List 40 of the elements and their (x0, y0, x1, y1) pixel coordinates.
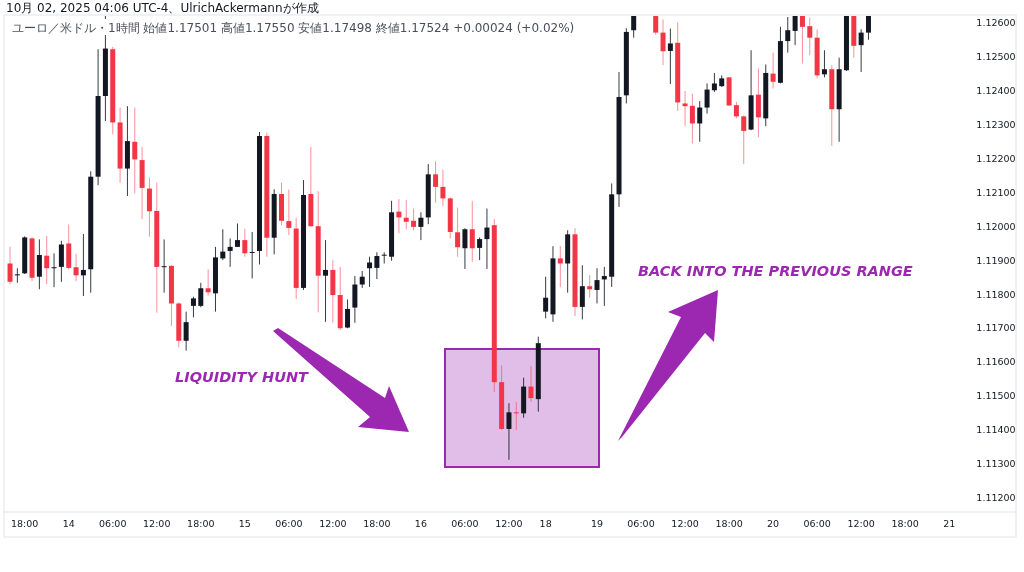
x-tick-label: 12:00 (495, 518, 523, 529)
x-tick-label: 20 (767, 518, 780, 529)
y-tick-label: 1.12600 (976, 17, 1016, 29)
x-tick-label: 06:00 (275, 518, 303, 529)
x-tick-label: 18 (539, 518, 552, 529)
y-tick-label: 1.11600 (976, 356, 1016, 368)
x-tick-label: 15 (238, 518, 251, 529)
y-tick-label: 1.12500 (976, 51, 1016, 63)
y-tick-label: 1.11200 (976, 491, 1016, 503)
y-tick-label: 1.11500 (976, 390, 1016, 402)
x-tick-label: 12:00 (143, 518, 171, 529)
y-tick-label: 1.11400 (976, 424, 1016, 436)
x-tick-label: 19 (590, 518, 604, 529)
x-tick-label: 06:00 (627, 518, 655, 529)
y-tick-label: 1.11900 (976, 254, 1016, 266)
x-tick-label: 06:00 (99, 518, 127, 529)
x-tick-label: 06:00 (803, 518, 831, 529)
annotation: BACK INTO THE PREVIOUS RANGE (638, 263, 913, 279)
x-tick-label: 18:00 (363, 518, 391, 529)
y-tick-label: 1.12200 (976, 152, 1016, 164)
x-tick-label: 18:00 (187, 518, 215, 529)
y-tick-label: 1.12000 (976, 220, 1016, 232)
x-tick-label: 12:00 (847, 518, 875, 529)
x-tick-label: 18:00 (891, 518, 919, 529)
x-tick-label: 21 (943, 518, 956, 529)
x-tick-label: 18:00 (715, 518, 743, 529)
annotation: LIQUIDITY HUNT (175, 369, 310, 385)
y-tick-label: 1.12100 (976, 186, 1016, 198)
y-tick-label: 1.11300 (976, 458, 1016, 470)
y-tick-label: 1.12300 (976, 118, 1016, 130)
x-tick-label: 18:00 (11, 518, 39, 529)
y-tick-label: 1.12400 (976, 85, 1016, 97)
x-tick-label: 12:00 (671, 518, 699, 529)
chart-title: 10月 02, 2025 04:06 UTC-4、UlrichAckermannが作成 (6, 1, 319, 15)
x-tick-label: 12:00 (319, 518, 347, 529)
x-tick-label: 16 (414, 518, 427, 529)
x-tick-label: 06:00 (451, 518, 479, 529)
x-tick-label: 14 (62, 518, 75, 529)
y-tick-label: 1.11700 (976, 322, 1016, 334)
y-tick-label: 1.11800 (976, 288, 1016, 300)
